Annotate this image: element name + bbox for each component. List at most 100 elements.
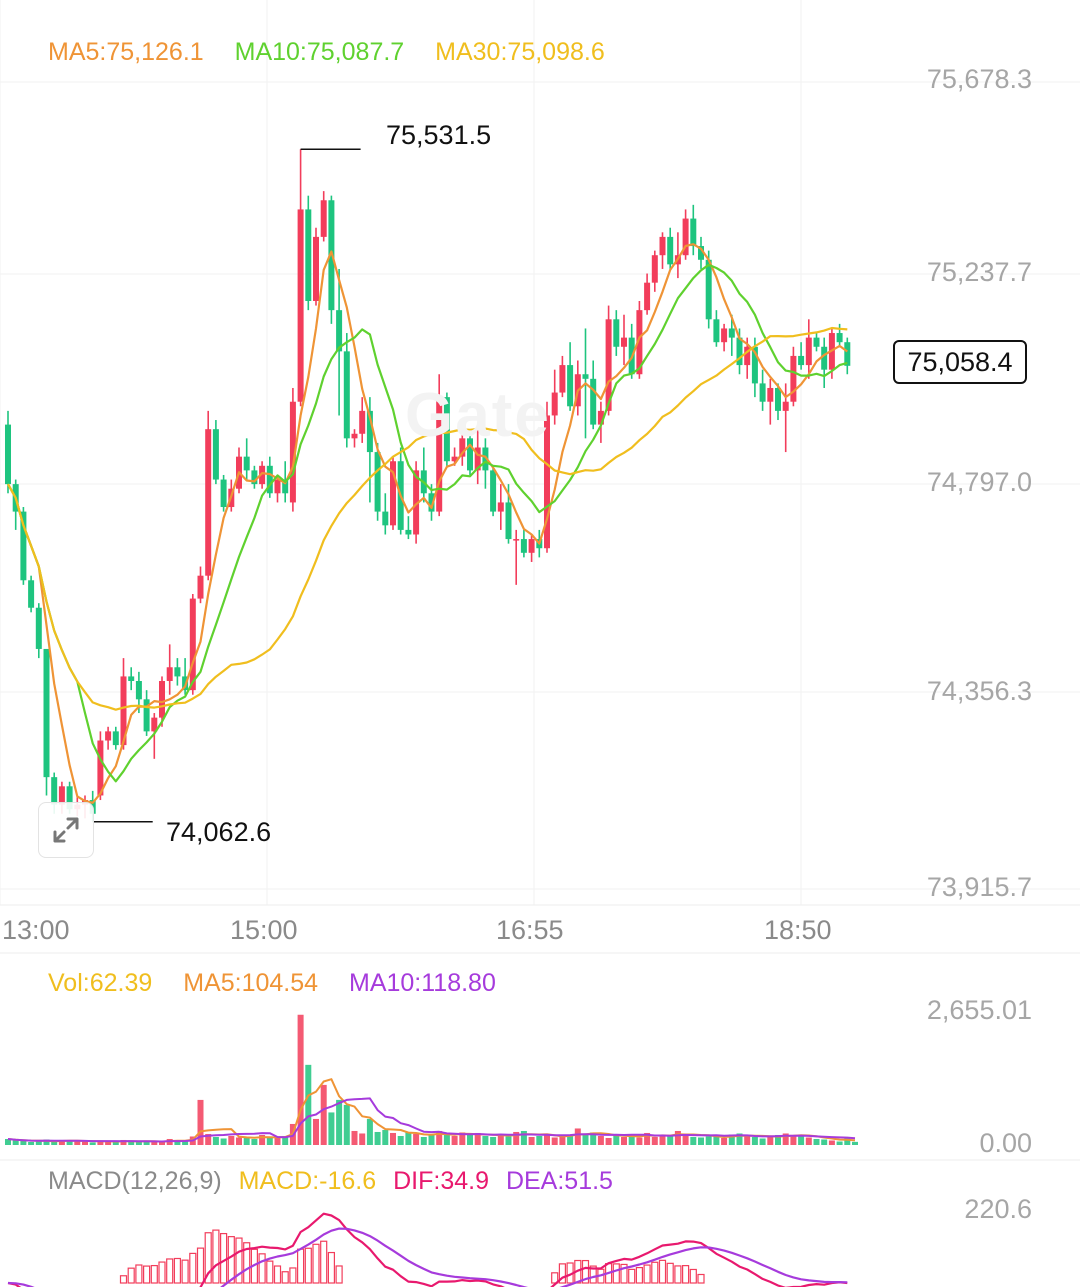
- volume-bar: [759, 1138, 766, 1145]
- volume-bar: [159, 1141, 165, 1145]
- volume-bar: [682, 1133, 689, 1145]
- macd-histogram-bar: [189, 1252, 197, 1284]
- macd-histogram-bar: [558, 1263, 567, 1284]
- price-axis-label: 74,797.0: [926, 467, 1032, 497]
- time-axis-label: 15:00: [230, 915, 298, 945]
- macd-histogram-bar: [173, 1257, 181, 1284]
- candle-body: [351, 433, 358, 439]
- volume-bar: [143, 1140, 150, 1145]
- candle-body: [151, 717, 158, 732]
- volume-bar: [97, 1140, 104, 1145]
- macd-histogram-bar: [674, 1265, 682, 1284]
- volume-bar: [105, 1141, 112, 1145]
- candle-body: [159, 681, 165, 718]
- volume-bar: [12, 1140, 19, 1145]
- candle-body: [497, 502, 504, 512]
- candle-body: [736, 337, 743, 366]
- volume-bar: [497, 1134, 504, 1145]
- candle-body: [189, 598, 196, 691]
- volume-bar: [728, 1134, 735, 1145]
- volume-bar: [567, 1134, 574, 1145]
- macd-histogram-bar: [658, 1259, 667, 1284]
- volume-bar: [58, 1139, 65, 1145]
- volume-bar: [674, 1130, 681, 1145]
- volume-bar: [43, 1139, 50, 1145]
- volume-bar: [798, 1135, 805, 1145]
- price-axis-label: 75,237.7: [926, 257, 1032, 287]
- macd-histogram-bar: [304, 1247, 312, 1284]
- volume-bar: [20, 1140, 27, 1145]
- macd-histogram-bar: [135, 1264, 143, 1284]
- volume-bar: [544, 1134, 550, 1145]
- volume-bar: [443, 1134, 450, 1145]
- expand-chart-button[interactable]: [38, 802, 94, 858]
- macd-histogram-bar: [281, 1271, 289, 1284]
- candle-body: [474, 447, 481, 471]
- candle-body: [636, 310, 643, 375]
- macd-histogram-bar: [266, 1260, 274, 1284]
- price-axis-label: 73,915.7: [926, 872, 1032, 902]
- macd-histogram-bar: [589, 1265, 597, 1284]
- volume-bar: [644, 1132, 651, 1145]
- volume-bar: [690, 1136, 697, 1145]
- volume-bar: [713, 1135, 720, 1145]
- volume-bar: [844, 1138, 851, 1145]
- volume-bar: [782, 1133, 789, 1145]
- volume-bar: [605, 1137, 612, 1145]
- volume-bar: [636, 1137, 643, 1145]
- volume-bar: [274, 1137, 281, 1145]
- candle-body: [105, 731, 112, 741]
- candle-body: [174, 667, 181, 677]
- candle-body: [836, 333, 843, 343]
- candle-body: [651, 255, 658, 283]
- volume-bar: [74, 1141, 81, 1145]
- volume-bar: [390, 1132, 396, 1145]
- candle-body: [390, 461, 396, 526]
- macd-histogram-bar: [689, 1268, 697, 1284]
- candle-body: [728, 328, 735, 338]
- candle-body: [621, 337, 627, 347]
- candle-body: [5, 424, 11, 485]
- candle-body: [459, 438, 466, 457]
- macd-histogram-bar: [335, 1265, 343, 1284]
- candle-body: [305, 209, 312, 301]
- candle-body: [313, 236, 319, 301]
- volume-axis-zero: 0.00: [979, 1128, 1032, 1158]
- macd-histogram-bar: [620, 1263, 628, 1284]
- candle-body: [721, 328, 728, 343]
- candle-body: [782, 401, 789, 411]
- candle-body: [790, 355, 797, 402]
- volume-bar: [297, 1014, 304, 1145]
- candle-body: [544, 415, 550, 549]
- volume-bar: [775, 1134, 781, 1145]
- candle-body: [805, 337, 812, 366]
- candle-body: [413, 470, 420, 535]
- last-price-tag[interactable]: 75,058.4: [893, 340, 1027, 384]
- macd-histogram-bar: [204, 1232, 212, 1284]
- volume-bar: [243, 1137, 250, 1145]
- candle-body: [559, 365, 566, 393]
- macd-axis-max: 220.6: [964, 1194, 1032, 1224]
- macd-histogram-bar: [181, 1259, 189, 1284]
- volume-bar: [128, 1141, 135, 1145]
- volume-bar: [320, 1084, 327, 1145]
- candle-body: [613, 319, 620, 347]
- dif-legend: DIF:34.9: [393, 1167, 489, 1195]
- volume-bar: [790, 1135, 797, 1145]
- volume-bar: [852, 1141, 858, 1145]
- volume-bar: [528, 1136, 535, 1145]
- volume-bar: [459, 1132, 466, 1145]
- macd-histogram-bar: [612, 1263, 620, 1284]
- candle-body: [135, 681, 142, 700]
- volume-bar: [490, 1136, 497, 1145]
- candle-body: [428, 493, 435, 512]
- ma10-legend: MA10:75,087.7: [234, 38, 405, 66]
- candle-body: [112, 731, 119, 746]
- candle-body: [467, 438, 473, 471]
- volume-bar: [590, 1132, 597, 1145]
- ma5-line: [7, 243, 848, 804]
- volume-bar: [359, 1133, 366, 1145]
- candle-body: [374, 452, 381, 512]
- volume-bar: [28, 1141, 35, 1145]
